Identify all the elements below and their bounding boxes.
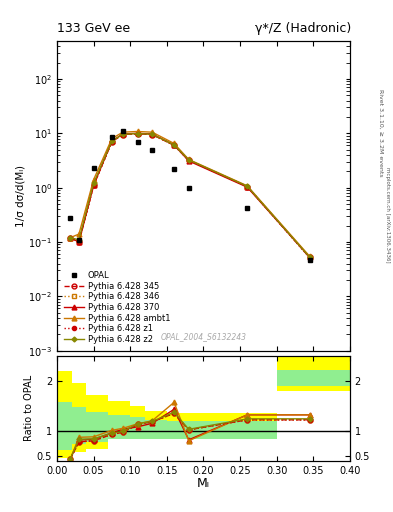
Pythia 6.428 345 xyxy=(307,254,312,261)
Pythia 6.428 370 xyxy=(150,131,154,137)
Line: Pythia 6.428 345: Pythia 6.428 345 xyxy=(68,132,312,260)
Pythia 6.428 ambt1 xyxy=(135,129,140,135)
Text: 133 GeV ee: 133 GeV ee xyxy=(57,22,130,35)
Line: OPAL: OPAL xyxy=(68,129,312,262)
Pythia 6.428 346 xyxy=(172,142,176,148)
Pythia 6.428 z1 xyxy=(135,131,140,137)
OPAL xyxy=(150,146,154,153)
Pythia 6.428 z2 xyxy=(186,157,191,163)
OPAL xyxy=(68,215,73,221)
Pythia 6.428 370 xyxy=(91,182,96,188)
Pythia 6.428 346 xyxy=(150,132,154,138)
Pythia 6.428 ambt1 xyxy=(68,234,73,241)
Text: OPAL_2004_S6132243: OPAL_2004_S6132243 xyxy=(160,332,246,342)
Pythia 6.428 346 xyxy=(121,132,125,138)
OPAL xyxy=(77,237,81,243)
Pythia 6.428 346 xyxy=(186,157,191,163)
Pythia 6.428 z2 xyxy=(150,131,154,137)
Pythia 6.428 ambt1 xyxy=(245,183,250,189)
Pythia 6.428 345 xyxy=(135,131,140,137)
OPAL xyxy=(91,165,96,171)
Pythia 6.428 370 xyxy=(135,130,140,136)
Pythia 6.428 z2 xyxy=(245,183,250,189)
OPAL xyxy=(121,128,125,134)
Pythia 6.428 ambt1 xyxy=(172,140,176,146)
Pythia 6.428 ambt1 xyxy=(77,231,81,237)
Pythia 6.428 z2 xyxy=(121,131,125,137)
Pythia 6.428 345 xyxy=(68,234,73,241)
Pythia 6.428 345 xyxy=(172,142,176,148)
Pythia 6.428 345 xyxy=(121,132,125,138)
Pythia 6.428 z1 xyxy=(150,132,154,138)
Pythia 6.428 ambt1 xyxy=(307,253,312,259)
OPAL xyxy=(110,134,114,140)
Pythia 6.428 z1 xyxy=(110,139,114,145)
Pythia 6.428 370 xyxy=(245,184,250,190)
Pythia 6.428 346 xyxy=(68,234,73,241)
Pythia 6.428 z1 xyxy=(172,142,176,148)
Pythia 6.428 z1 xyxy=(245,183,250,189)
OPAL xyxy=(135,139,140,145)
Pythia 6.428 z2 xyxy=(91,180,96,186)
Pythia 6.428 ambt1 xyxy=(186,156,191,162)
Pythia 6.428 346 xyxy=(307,254,312,261)
Pythia 6.428 z2 xyxy=(307,254,312,260)
Pythia 6.428 345 xyxy=(91,182,96,188)
Pythia 6.428 z1 xyxy=(186,157,191,163)
Pythia 6.428 346 xyxy=(110,139,114,145)
Pythia 6.428 z1 xyxy=(91,182,96,188)
Pythia 6.428 345 xyxy=(186,157,191,163)
Line: Pythia 6.428 346: Pythia 6.428 346 xyxy=(68,132,312,260)
OPAL xyxy=(245,204,250,210)
Pythia 6.428 346 xyxy=(77,239,81,245)
Y-axis label: Ratio to OPAL: Ratio to OPAL xyxy=(24,375,34,441)
Pythia 6.428 370 xyxy=(121,131,125,137)
Pythia 6.428 z1 xyxy=(307,254,312,261)
Pythia 6.428 345 xyxy=(245,183,250,189)
Legend: OPAL, Pythia 6.428 345, Pythia 6.428 346, Pythia 6.428 370, Pythia 6.428 ambt1, : OPAL, Pythia 6.428 345, Pythia 6.428 346… xyxy=(61,269,173,347)
OPAL xyxy=(307,257,312,263)
OPAL xyxy=(172,166,176,172)
Pythia 6.428 z2 xyxy=(110,138,114,144)
Pythia 6.428 z2 xyxy=(68,234,73,241)
Line: Pythia 6.428 370: Pythia 6.428 370 xyxy=(68,131,312,260)
Text: Rivet 3.1.10, ≥ 3.2M events: Rivet 3.1.10, ≥ 3.2M events xyxy=(378,89,383,177)
Pythia 6.428 z1 xyxy=(121,132,125,138)
Y-axis label: 1/σ dσ/d(Mₗ): 1/σ dσ/d(Mₗ) xyxy=(15,165,26,227)
Pythia 6.428 345 xyxy=(150,132,154,138)
Pythia 6.428 z2 xyxy=(77,237,81,243)
Line: Pythia 6.428 z2: Pythia 6.428 z2 xyxy=(68,132,311,259)
Pythia 6.428 370 xyxy=(186,158,191,164)
Line: Pythia 6.428 ambt1: Pythia 6.428 ambt1 xyxy=(68,129,312,259)
Pythia 6.428 ambt1 xyxy=(121,129,125,135)
Pythia 6.428 346 xyxy=(91,182,96,188)
Pythia 6.428 z1 xyxy=(68,234,73,241)
Pythia 6.428 370 xyxy=(110,138,114,144)
Pythia 6.428 z2 xyxy=(135,131,140,137)
Pythia 6.428 z2 xyxy=(172,142,176,148)
Pythia 6.428 ambt1 xyxy=(110,136,114,142)
Pythia 6.428 346 xyxy=(245,183,250,189)
Pythia 6.428 ambt1 xyxy=(91,177,96,183)
Pythia 6.428 345 xyxy=(77,239,81,245)
Pythia 6.428 370 xyxy=(172,142,176,148)
Pythia 6.428 345 xyxy=(110,139,114,145)
Pythia 6.428 370 xyxy=(307,254,312,260)
Line: Pythia 6.428 z1: Pythia 6.428 z1 xyxy=(68,132,312,260)
OPAL xyxy=(186,185,191,191)
Text: γ*/Z (Hadronic): γ*/Z (Hadronic) xyxy=(255,22,352,35)
Pythia 6.428 370 xyxy=(68,234,73,241)
X-axis label: Mₗ: Mₗ xyxy=(197,477,210,490)
Pythia 6.428 ambt1 xyxy=(150,129,154,135)
Pythia 6.428 346 xyxy=(135,131,140,137)
Pythia 6.428 370 xyxy=(77,239,81,245)
Pythia 6.428 z1 xyxy=(77,239,81,245)
Text: mcplots.cern.ch [arXiv:1306.3436]: mcplots.cern.ch [arXiv:1306.3436] xyxy=(385,167,389,263)
